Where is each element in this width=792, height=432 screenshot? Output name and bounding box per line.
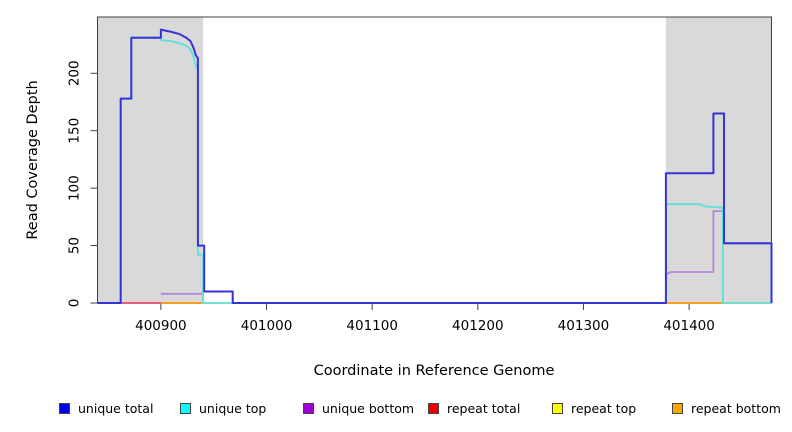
y-tick-label: 50 — [67, 237, 83, 254]
legend-label-unique-top: unique top — [199, 401, 267, 416]
legend-swatch-repeat-bottom — [672, 403, 683, 414]
x-tick-label: 401200 — [452, 318, 504, 334]
legend-item-unique-top: unique top — [180, 400, 266, 417]
legend-label-unique-bottom: unique bottom — [322, 401, 415, 416]
legend-swatch-unique-bottom — [303, 403, 314, 414]
legend-item-repeat-bottom: repeat bottom — [672, 400, 781, 417]
legend-item-repeat-top: repeat top — [552, 400, 636, 417]
x-tick-label: 401400 — [663, 318, 715, 334]
x-tick-label: 401000 — [241, 318, 293, 334]
x-tick-label: 401300 — [558, 318, 610, 334]
legend-swatch-repeat-total — [428, 403, 439, 414]
legend-label-repeat-bottom: repeat bottom — [691, 401, 781, 416]
x-tick-label: 400900 — [135, 318, 187, 334]
right-repeat-region — [665, 17, 772, 303]
y-axis-title: Read Coverage Depth — [25, 80, 41, 240]
series-line-unique-total — [97, 28, 773, 304]
legend-label-repeat-total: repeat total — [447, 401, 521, 416]
legend-item-unique-total: unique total — [59, 400, 153, 417]
legend-item-unique-bottom: unique bottom — [303, 400, 414, 417]
y-tick-label: 150 — [67, 118, 83, 144]
x-axis-title: Coordinate in Reference Genome — [313, 363, 555, 379]
legend-label-repeat-top: repeat top — [571, 401, 637, 416]
y-tick-label: 0 — [67, 299, 83, 308]
y-tick-label: 200 — [67, 60, 83, 86]
y-tick-label: 100 — [67, 175, 83, 201]
legend-item-repeat-total: repeat total — [428, 400, 520, 417]
legend-swatch-unique-total — [59, 403, 70, 414]
left-repeat-region — [97, 17, 204, 303]
x-tick-label: 401100 — [346, 318, 398, 334]
legend-swatch-repeat-top — [552, 403, 563, 414]
legend-label-unique-total: unique total — [78, 401, 154, 416]
legend-swatch-unique-top — [180, 403, 191, 414]
